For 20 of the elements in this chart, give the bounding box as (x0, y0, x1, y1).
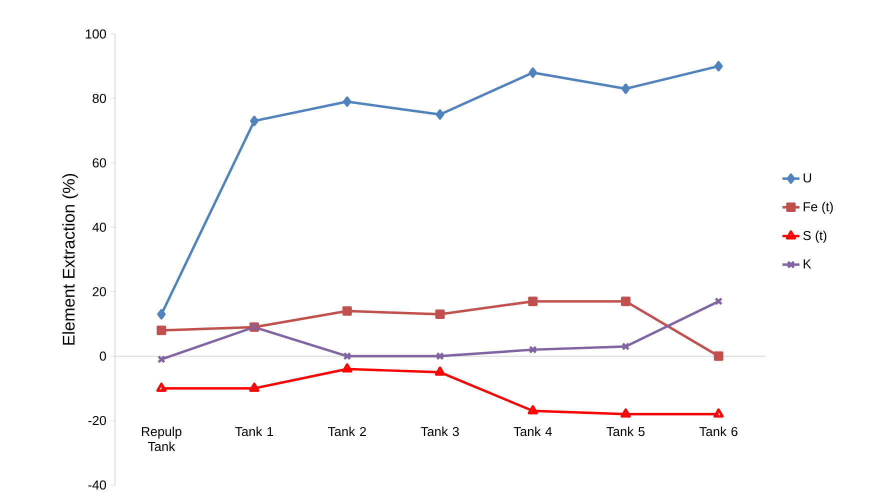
legend-label: S (t) (803, 230, 826, 243)
x-tick-label: Tank 4 (514, 426, 552, 436)
y-tick-label: -20 (88, 416, 106, 426)
x-tick-label: Tank 5 (606, 426, 645, 436)
y-tick-label: 0 (100, 352, 106, 361)
y-tick-label: 60 (92, 158, 106, 168)
y-tick-label: 40 (92, 222, 106, 232)
legend-label: Fe (t) (804, 202, 833, 214)
x-tick-label: Repulp Tank (142, 426, 182, 452)
legend-label: K (804, 259, 812, 268)
y-axis-title: Element Extraction (%) (62, 174, 78, 345)
y-tick-label: -40 (88, 480, 106, 490)
x-tick-label: Tank 6 (699, 426, 738, 436)
x-tick-label: Tank 2 (328, 426, 366, 436)
legend-label: U (804, 173, 812, 183)
y-tick-label: 20 (92, 287, 106, 296)
x-tick-label: Tank 3 (420, 426, 459, 436)
x-tick-label: Tank 1 (235, 426, 274, 436)
y-tick-label: 100 (86, 29, 106, 39)
y-tick-label: 80 (92, 94, 106, 103)
